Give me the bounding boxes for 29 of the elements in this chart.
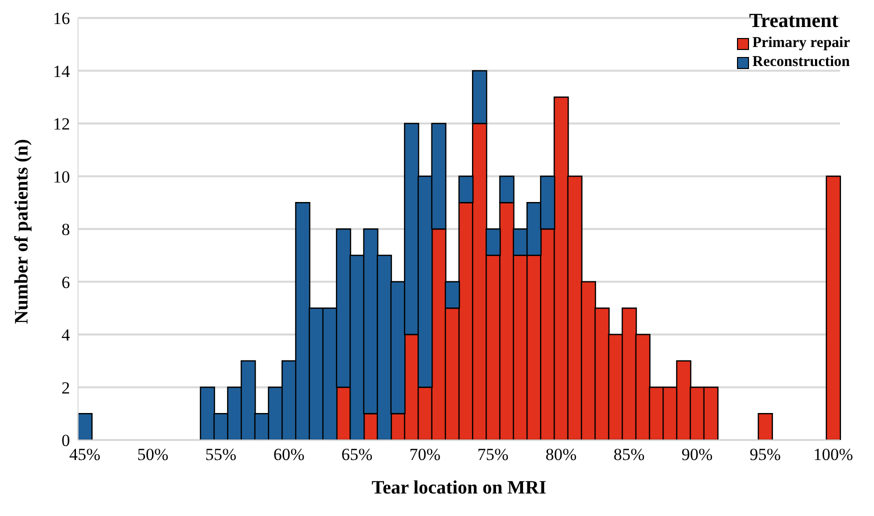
- legend-label: Primary repair: [752, 35, 850, 52]
- x-tick-label: 90%: [682, 445, 713, 464]
- x-tick-label: 100%: [813, 445, 854, 464]
- x-tick-label: 50%: [137, 445, 168, 464]
- x-axis-title: Tear location on MRI: [372, 477, 546, 498]
- y-tick-label: 0: [62, 431, 70, 450]
- y-tick-label: 8: [62, 220, 70, 240]
- x-tick-label: 60%: [273, 445, 304, 464]
- x-tick-label: 55%: [205, 445, 236, 464]
- x-tick-label: 80%: [545, 445, 577, 464]
- y-tick-label: 16: [53, 9, 70, 28]
- bar: [77, 413, 93, 440]
- legend-label: Reconstruction: [752, 54, 850, 71]
- y-tick-label: 10: [53, 167, 70, 186]
- bar: [758, 413, 773, 440]
- x-tick-label: 85%: [614, 445, 645, 464]
- bar: [826, 176, 841, 440]
- y-axis-title: Number of patients (n): [12, 139, 33, 324]
- x-tick-label: 95%: [750, 445, 781, 464]
- y-tick-label: 4: [62, 326, 70, 345]
- legend-title: Treatment: [748, 10, 840, 33]
- x-tick-label: 45%: [69, 445, 100, 464]
- y-tick-label: 2: [62, 378, 70, 398]
- x-tick-label: 65%: [341, 445, 373, 464]
- y-tick-label: 6: [62, 272, 70, 292]
- x-tick-label: 70%: [409, 445, 441, 464]
- y-tick-label: 14: [53, 62, 70, 81]
- y-tick-label: 12: [53, 114, 70, 134]
- x-tick-label: 75%: [477, 445, 509, 464]
